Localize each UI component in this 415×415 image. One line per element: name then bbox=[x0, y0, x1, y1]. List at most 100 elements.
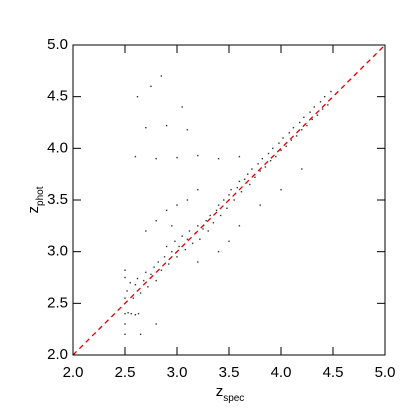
x-tick-label: 2.5 bbox=[115, 364, 136, 381]
point bbox=[311, 118, 313, 121]
point bbox=[186, 238, 189, 240]
point bbox=[178, 245, 180, 248]
point bbox=[150, 273, 152, 276]
x-label-main: z bbox=[216, 383, 224, 400]
point bbox=[215, 209, 218, 212]
point bbox=[282, 137, 284, 139]
point bbox=[330, 90, 332, 93]
point bbox=[202, 228, 204, 230]
point bbox=[212, 222, 215, 224]
point bbox=[257, 163, 259, 165]
point bbox=[124, 276, 126, 279]
x-axis-label: zspec bbox=[216, 383, 245, 404]
point bbox=[126, 290, 128, 292]
point bbox=[205, 219, 207, 222]
point bbox=[267, 152, 270, 155]
point bbox=[199, 238, 201, 240]
point bbox=[251, 168, 253, 170]
y-tick-label: 3.5 bbox=[47, 191, 68, 208]
point bbox=[174, 240, 176, 243]
x-label-sub: spec bbox=[223, 393, 244, 404]
point bbox=[269, 160, 272, 162]
point bbox=[134, 314, 137, 316]
point bbox=[130, 312, 132, 315]
point bbox=[157, 261, 159, 263]
point bbox=[127, 311, 129, 314]
point bbox=[264, 166, 267, 168]
point bbox=[285, 145, 287, 147]
point bbox=[139, 333, 142, 336]
point bbox=[233, 199, 235, 201]
point bbox=[147, 286, 149, 288]
point bbox=[176, 256, 178, 258]
point bbox=[217, 204, 220, 206]
point bbox=[249, 183, 251, 186]
point bbox=[165, 209, 168, 212]
point bbox=[153, 266, 155, 268]
point bbox=[290, 139, 293, 141]
point bbox=[155, 219, 157, 222]
point bbox=[295, 135, 298, 137]
point bbox=[136, 95, 139, 98]
point bbox=[165, 245, 168, 248]
point bbox=[197, 225, 199, 227]
x-tick-label: 5.0 bbox=[375, 364, 396, 381]
point bbox=[301, 129, 303, 131]
point bbox=[319, 101, 322, 103]
point bbox=[176, 204, 178, 206]
point bbox=[171, 250, 173, 253]
point bbox=[299, 121, 301, 124]
x-tick-label: 2.0 bbox=[63, 364, 84, 381]
point bbox=[124, 312, 126, 315]
point bbox=[209, 214, 211, 217]
point bbox=[313, 106, 315, 108]
point bbox=[217, 157, 220, 160]
point bbox=[145, 126, 147, 129]
y-label-main: z bbox=[25, 206, 42, 214]
point bbox=[160, 75, 163, 77]
x-tick-label: 3.0 bbox=[167, 364, 188, 381]
point bbox=[280, 188, 282, 191]
point bbox=[197, 154, 199, 157]
point bbox=[197, 188, 199, 191]
point bbox=[323, 95, 326, 98]
x-tick-label: 4.0 bbox=[271, 364, 292, 381]
point bbox=[155, 279, 157, 282]
point bbox=[167, 263, 170, 265]
point bbox=[143, 279, 145, 282]
point bbox=[165, 124, 168, 127]
point bbox=[137, 312, 140, 315]
point bbox=[228, 194, 230, 196]
point bbox=[261, 157, 263, 160]
point bbox=[228, 240, 230, 243]
point bbox=[134, 155, 137, 158]
point bbox=[219, 214, 222, 217]
point bbox=[160, 269, 163, 271]
x-tick-label: 3.5 bbox=[219, 364, 240, 381]
point bbox=[150, 85, 152, 88]
point bbox=[171, 225, 173, 227]
point bbox=[327, 104, 329, 106]
point bbox=[243, 178, 246, 181]
point bbox=[309, 111, 311, 113]
point bbox=[306, 124, 308, 127]
point bbox=[238, 155, 241, 158]
point bbox=[254, 176, 256, 178]
point bbox=[238, 225, 241, 227]
point bbox=[129, 281, 131, 284]
point bbox=[247, 173, 249, 175]
reference-line bbox=[72, 44, 386, 356]
y-axis-label: zphot bbox=[25, 186, 46, 213]
point bbox=[124, 323, 126, 325]
point bbox=[321, 108, 324, 110]
point bbox=[139, 292, 142, 294]
point bbox=[155, 157, 157, 160]
point bbox=[271, 147, 274, 150]
point bbox=[124, 269, 126, 271]
point bbox=[238, 180, 241, 183]
point bbox=[197, 261, 199, 263]
point bbox=[223, 199, 225, 201]
point bbox=[191, 242, 194, 245]
point bbox=[163, 256, 166, 258]
